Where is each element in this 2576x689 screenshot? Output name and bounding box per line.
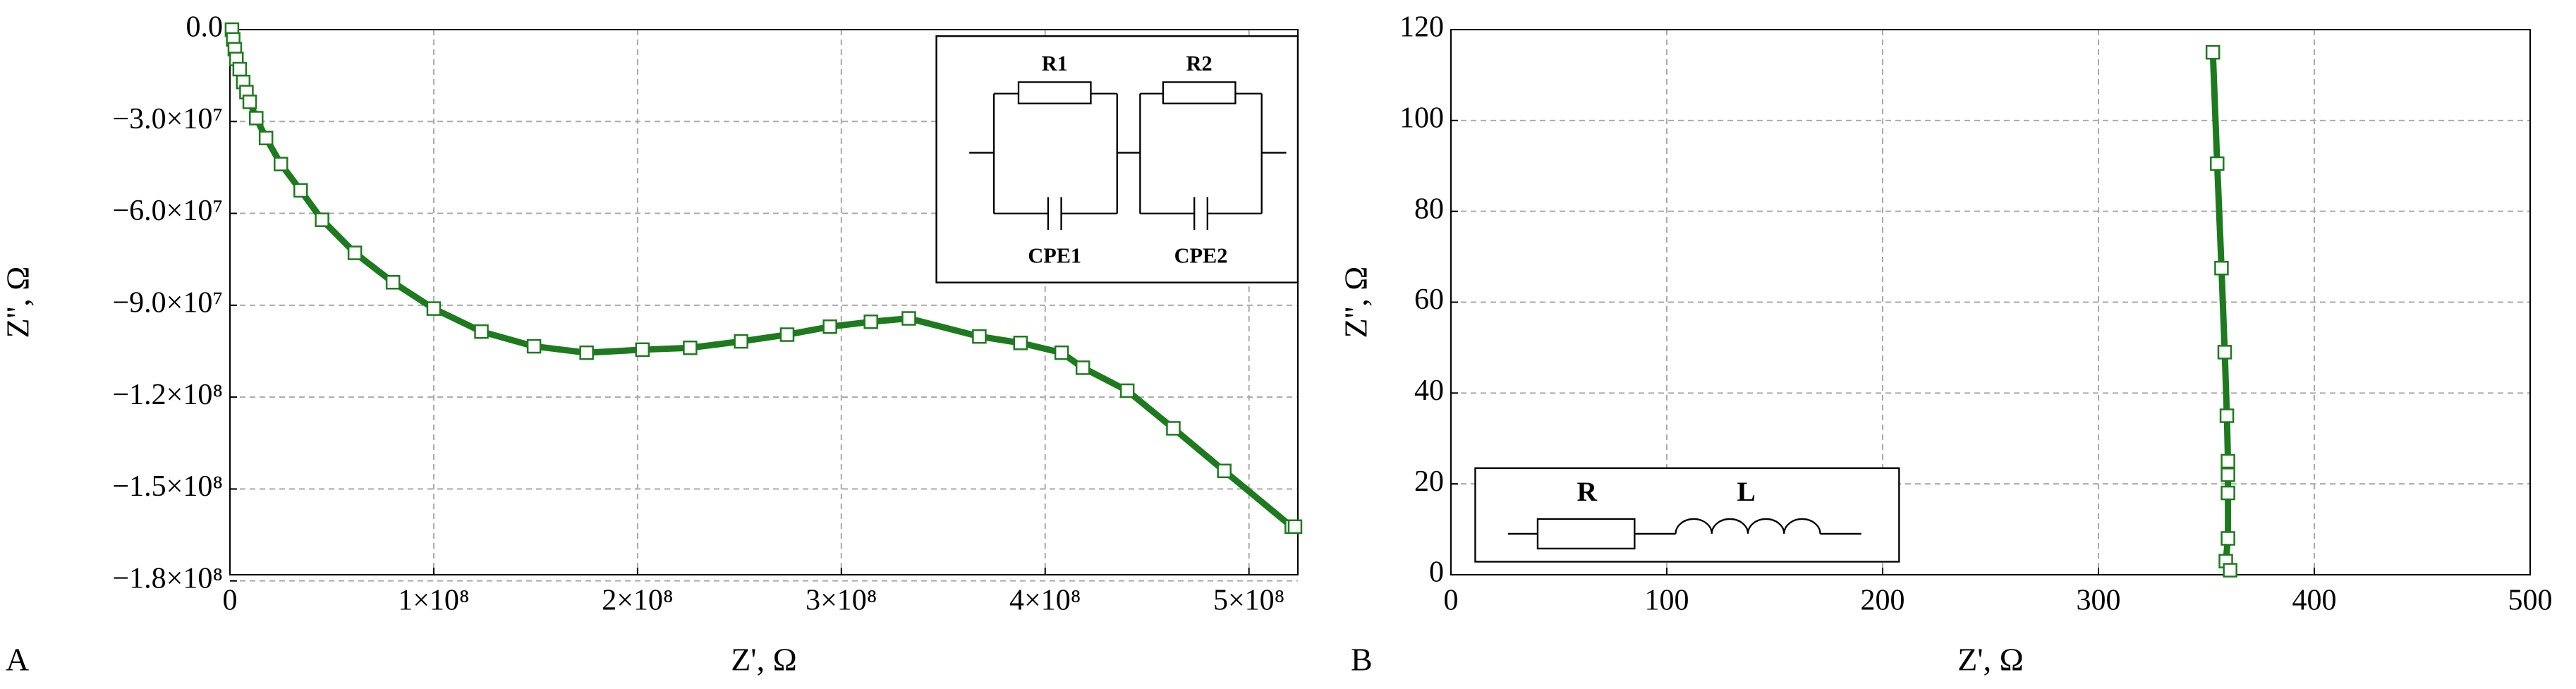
marker (474, 324, 489, 339)
x-tick-label: 300 (2077, 585, 2121, 617)
marker (1013, 336, 1028, 350)
y-tick-label: 0 (1429, 556, 1444, 589)
marker (385, 275, 401, 290)
circuit-label: R (1577, 476, 1598, 507)
marker (2205, 44, 2220, 60)
x-tick-label: 0 (223, 585, 238, 617)
circuit-label: CPE2 (1174, 244, 1228, 268)
y-tick-label: −1.8×10⁸ (112, 562, 223, 595)
y-tick-label: −9.0×10⁷ (112, 286, 223, 319)
y-tick-label: 40 (1414, 374, 1444, 407)
x-tick-label: 3×10⁸ (806, 585, 877, 617)
marker (273, 157, 288, 171)
x-axis-label: Z', Ω (1957, 642, 2024, 678)
x-tick-label: 200 (1861, 585, 1905, 617)
circuit-label: R2 (1186, 51, 1213, 75)
x-tick-label: 5×10⁸ (1213, 585, 1284, 617)
marker (1075, 360, 1090, 375)
marker (779, 327, 795, 342)
y-tick-label: −6.0×10⁷ (112, 195, 223, 227)
plot: 0 100 200 300 400 500 0 20 40 60 80 100 120 Z', Ω Z'',… (1338, 11, 2553, 678)
x-axis-label: Z', Ω (731, 642, 797, 678)
circuit-label: CPE1 (1028, 244, 1081, 268)
y-tick-label: −1.5×10⁸ (112, 470, 223, 503)
marker (2214, 260, 2229, 276)
y-tick-label: −1.2×10⁸ (112, 379, 223, 411)
plot-frame (229, 29, 1299, 575)
x-tick-label: 2×10⁸ (602, 585, 673, 617)
marker (2220, 468, 2235, 482)
marker (1054, 345, 1069, 360)
x-tick-label: 100 (1645, 585, 1689, 617)
marker (579, 345, 594, 360)
y-tick-label: 20 (1414, 465, 1444, 498)
marker (2217, 345, 2232, 360)
marker (2210, 156, 2225, 171)
circuit-label: L (1737, 476, 1756, 507)
y-tick-label: 60 (1414, 283, 1444, 316)
marker (635, 342, 650, 358)
marker (863, 315, 878, 329)
y-tick-label: 80 (1414, 193, 1444, 225)
marker (426, 301, 442, 316)
y-tick-label: −3.0×10⁷ (112, 103, 223, 135)
circuit-b: R L (1474, 467, 1900, 563)
y-tick-label: 120 (1399, 11, 1444, 44)
x-tick-label: 4×10⁸ (1009, 585, 1081, 617)
y-tick-label: 100 (1399, 102, 1444, 134)
marker (972, 329, 987, 344)
marker (734, 334, 748, 349)
y-axis-label: Z'', Ω (0, 267, 36, 339)
marker (315, 212, 329, 227)
marker (683, 340, 698, 355)
panel-label: A (6, 642, 29, 678)
marker (232, 61, 248, 77)
plot-frame (1450, 29, 2531, 575)
marker (2223, 563, 2237, 578)
marker (347, 245, 363, 260)
circuit-a: R1 R2 CPE1 CPE2 (935, 35, 1299, 283)
marker (901, 311, 916, 326)
marker (2220, 453, 2235, 469)
x-tick-label: 400 (2292, 585, 2337, 617)
marker (2220, 531, 2235, 546)
x-tick-label: 1×10⁸ (398, 585, 469, 617)
marker (1166, 421, 1181, 436)
marker (2219, 408, 2235, 423)
marker (1217, 463, 1232, 479)
marker (249, 111, 264, 126)
x-tick-label: 0 (1444, 585, 1459, 617)
x-tick-label: 500 (2508, 585, 2553, 617)
marker (242, 94, 257, 109)
y-tick-label: 0.0 (186, 11, 224, 44)
circuit-label: R1 (1042, 51, 1068, 75)
marker (822, 319, 837, 334)
y-axis-label: Z'', Ω (1338, 267, 1374, 339)
panel-label: B (1351, 642, 1373, 678)
marker (258, 130, 274, 145)
plot: 0 1×10⁸ 2×10⁸ 3×10⁸ 4×10⁸ 5×10⁸ 0.0 −3.0×10⁷ −6.… (0, 11, 1303, 678)
marker (293, 183, 308, 198)
marker (2220, 485, 2235, 501)
marker (1119, 383, 1135, 398)
marker (1287, 519, 1303, 535)
marker (526, 339, 542, 354)
